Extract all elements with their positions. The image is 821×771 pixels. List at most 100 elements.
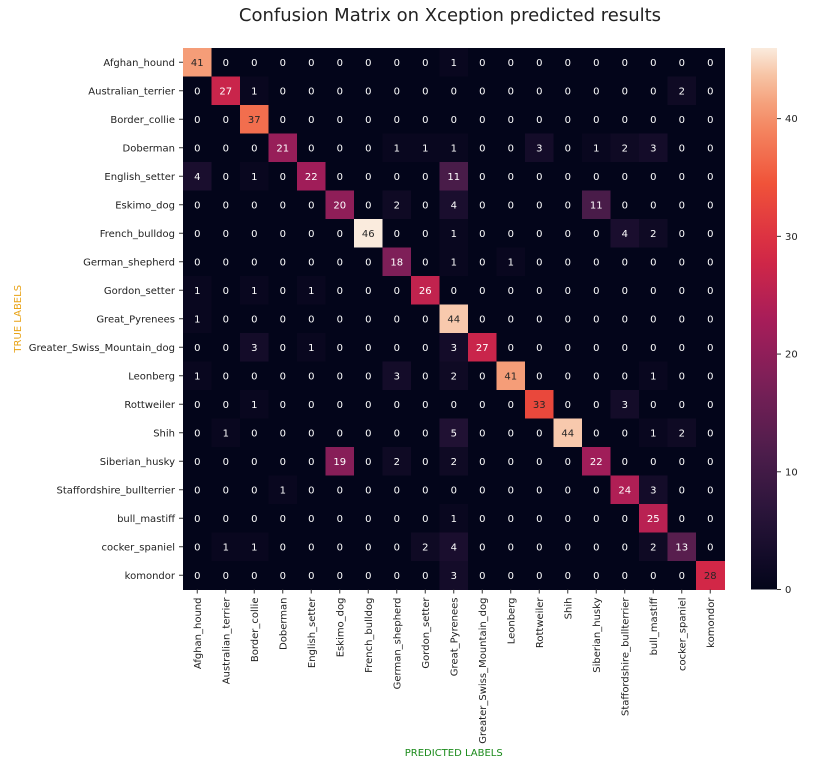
cell-value-label: 0	[479, 86, 485, 97]
heatmap-cell	[468, 504, 497, 533]
cell-value-label: 2	[394, 457, 400, 468]
heatmap-cell	[496, 333, 526, 362]
cell-value-label: 0	[251, 229, 257, 240]
cell-value-label: 0	[650, 343, 656, 354]
x-axis-label: PREDICTED LABELS	[405, 748, 503, 759]
heatmap-cell	[183, 532, 212, 562]
heatmap-cell	[496, 475, 526, 505]
cell-value-label: 0	[650, 457, 656, 468]
cell-value-label: 0	[508, 200, 514, 211]
heatmap-cell	[183, 304, 212, 334]
heatmap-cell	[268, 190, 298, 220]
cell-value-label: 0	[280, 457, 286, 468]
heatmap-cell	[211, 276, 241, 305]
cell-value-label: 0	[508, 229, 514, 240]
heatmap-cell	[525, 333, 554, 362]
cell-value-label: 0	[280, 86, 286, 97]
cell-value-label: 0	[679, 514, 685, 525]
heatmap-cell	[582, 247, 611, 277]
x-tick-label: Australian_terrier	[221, 597, 232, 685]
heatmap-cell	[382, 105, 412, 134]
heatmap-cell	[382, 333, 412, 362]
cell-value-label: 0	[479, 457, 485, 468]
heatmap-cell	[325, 504, 355, 533]
heatmap-cell	[297, 76, 326, 106]
cell-value-label: 0	[194, 571, 200, 582]
cell-value-label: 0	[251, 58, 257, 69]
x-tick-label: Staffordshire_bullterrier	[620, 597, 631, 716]
cell-value-label: 1	[251, 86, 257, 97]
cell-value-label: 0	[536, 485, 542, 496]
heatmap-cell	[240, 162, 269, 191]
cell-value-label: 0	[479, 257, 485, 268]
heatmap-cell	[496, 447, 526, 476]
cell-value-label: 18	[390, 257, 403, 268]
cell-value-label: 33	[533, 400, 546, 411]
cell-value-label: 1	[251, 542, 257, 553]
cell-value-label: 0	[707, 485, 713, 496]
cell-value-label: 0	[679, 58, 685, 69]
cell-value-label: 0	[565, 229, 571, 240]
cell-value-label: 28	[704, 571, 717, 582]
heatmap-cell	[439, 190, 469, 220]
heatmap-cell	[183, 475, 212, 505]
cell-value-label: 2	[679, 428, 685, 439]
cell-value-label: 0	[622, 86, 628, 97]
heatmap-cell	[582, 162, 611, 191]
x-tick-label: Afghan_hound	[193, 598, 204, 670]
heatmap-cell	[382, 561, 412, 590]
cell-value-label: 0	[479, 485, 485, 496]
cell-value-label: 0	[194, 343, 200, 354]
cell-value-label: 0	[280, 314, 286, 325]
cell-value-label: 0	[536, 314, 542, 325]
cell-value-label: 0	[707, 172, 713, 183]
cell-value-label: 0	[223, 143, 229, 154]
heatmap-cell	[411, 133, 440, 163]
cell-value-label: 0	[194, 115, 200, 126]
cell-value-label: 0	[194, 428, 200, 439]
heatmap-cell	[382, 304, 412, 334]
cell-value-label: 0	[536, 58, 542, 69]
cell-value-label: 0	[593, 229, 599, 240]
cell-value-label: 3	[650, 485, 656, 496]
heatmap-cell	[382, 390, 412, 419]
heatmap-cell	[696, 504, 725, 533]
x-tick-label: Shih	[563, 598, 574, 620]
cell-value-label: 44	[561, 428, 574, 439]
cell-value-label: 26	[419, 286, 432, 297]
cell-value-label: 0	[479, 428, 485, 439]
heatmap-cell	[268, 532, 298, 562]
heatmap-cell	[696, 276, 725, 305]
cell-value-label: 0	[679, 457, 685, 468]
cell-value-label: 0	[479, 58, 485, 69]
x-tick-label: Doberman	[278, 598, 289, 650]
heatmap-cell	[297, 247, 326, 277]
cell-value-label: 0	[280, 200, 286, 211]
cell-value-label: 0	[479, 371, 485, 382]
cell-value-label: 0	[679, 229, 685, 240]
y-tick-label: Greater_Swiss_Mountain_dog	[29, 343, 175, 354]
x-tick-label: Rottweiler	[535, 597, 546, 648]
y-tick-label: Gordon_setter	[104, 286, 176, 297]
heatmap-cell	[468, 447, 497, 476]
heatmap-cell	[354, 333, 383, 362]
cell-value-label: 0	[280, 58, 286, 69]
cell-value-label: 0	[479, 571, 485, 582]
y-tick-label: Great_Pyrenees	[96, 314, 175, 325]
heatmap-cell	[582, 504, 611, 533]
heatmap-cell	[667, 475, 697, 505]
heatmap-cell	[183, 190, 212, 220]
heatmap-cell	[325, 133, 355, 163]
cell-value-label: 0	[422, 200, 428, 211]
heatmap-cell	[411, 390, 440, 419]
cell-value-label: 0	[622, 371, 628, 382]
colorbar-tick-label: 30	[785, 232, 798, 243]
y-axis-label: TRUE LABELS	[13, 285, 24, 354]
cell-value-label: 0	[508, 428, 514, 439]
cell-value-label: 0	[308, 143, 314, 154]
cell-value-label: 0	[707, 86, 713, 97]
cell-value-label: 46	[362, 229, 375, 240]
cell-value-label: 0	[650, 115, 656, 126]
heatmap-cell	[183, 390, 212, 419]
heatmap-cell	[325, 532, 355, 562]
